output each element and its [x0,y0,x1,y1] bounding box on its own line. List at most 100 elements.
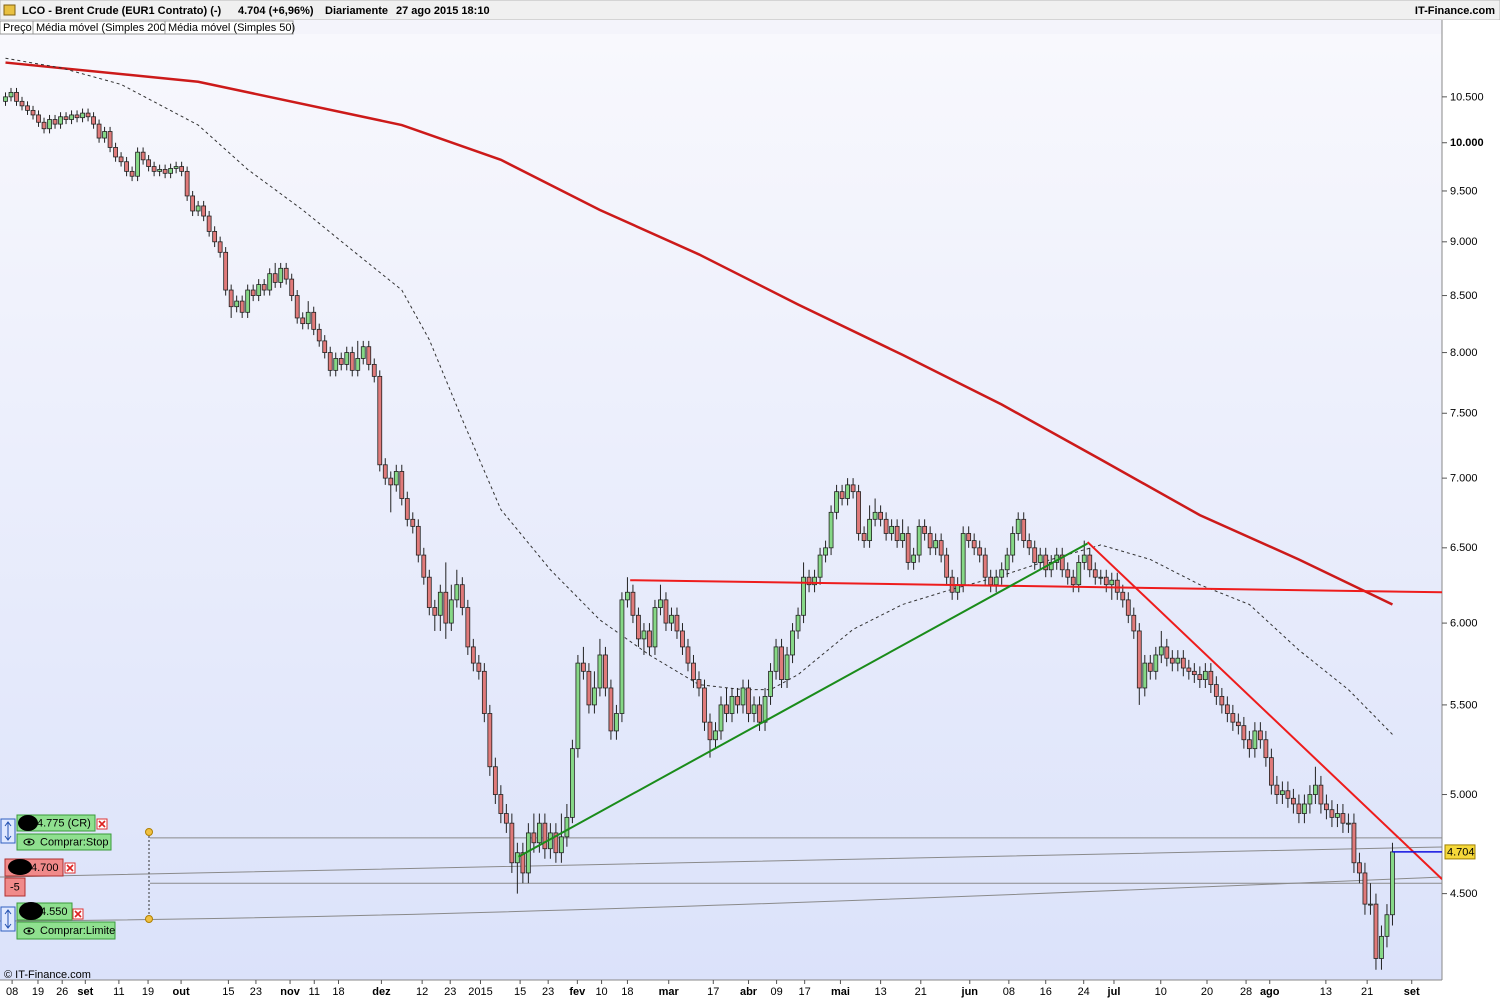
candle-body [773,646,779,672]
candle-body [322,340,328,353]
candle-body [256,284,262,296]
candle-body [1269,757,1274,786]
x-axis-area [0,980,1442,1000]
legend-tab[interactable] [164,20,294,35]
candle-body [366,346,372,365]
candle-body [151,166,157,172]
cancel-icon [66,864,74,872]
candle-body [410,518,416,527]
candle-body [1158,646,1164,656]
candle-body [1015,518,1021,534]
x-tick-label: 28 [1240,986,1252,998]
candle-body [190,195,196,212]
candle-body [1307,794,1313,805]
candle-body [448,599,454,624]
candle-body [1136,630,1142,689]
candle-body [652,607,658,648]
redaction [19,902,43,920]
x-tick-label: 17 [707,986,719,998]
candle-body [338,358,344,365]
y-tick-label: 7.000 [1450,473,1478,485]
candle-body [1362,872,1368,905]
instrument-title: LCO - Brent Crude (EUR1 Contrato) (-) [22,5,222,17]
x-tick-label: 23 [444,986,456,998]
x-tick-label: 08 [6,986,18,998]
legend-entry: Média móvel (Simples 200) [36,22,169,34]
order-price: 4.550 [40,906,68,918]
candle-body [454,584,460,601]
order-action-box[interactable] [16,921,116,940]
candle-body [294,295,300,319]
x-tick-label: abr [740,986,758,998]
x-tick-label: set [1404,986,1420,998]
order-anchor[interactable] [145,828,153,836]
candle-body [636,614,641,640]
candle-body [669,614,674,624]
candle-body [245,289,251,313]
candle-body [674,614,680,632]
candle-body [768,670,773,697]
x-tick-label: 21 [915,986,927,998]
candle-body [982,554,988,578]
x-tick-label: 18 [621,986,633,998]
candle-body [1037,554,1043,563]
candle-body [1335,813,1340,818]
candle-body [1346,822,1351,825]
candle-body [878,511,883,520]
x-tick-label: 18 [332,986,344,998]
candle-body [702,687,707,723]
candle-body [614,713,619,732]
x-tick-label: 13 [1320,986,1332,998]
y-tick-label: 4.500 [1450,888,1478,900]
candle-body [443,591,449,624]
candle-body [1153,654,1159,672]
candle-body [19,100,25,107]
x-tick-label: 10 [595,986,607,998]
candle-body [531,832,537,844]
candle-body [966,533,972,542]
candle-body [1246,739,1252,750]
candle-body [839,491,845,499]
candle-body [845,484,850,499]
candle-body [883,518,889,534]
order-anchor[interactable] [145,915,153,923]
x-tick-label: 12 [416,986,428,998]
candle-body [795,614,801,632]
x-tick-label: out [173,986,190,998]
candle-body [1384,914,1390,937]
candle-body [96,123,102,139]
candle-body [707,721,713,741]
candle-body [988,576,994,586]
y-tick-label: 5.000 [1450,789,1478,801]
candle-body [1296,803,1302,814]
candle-body [933,540,939,549]
order-action: Comprar:Stop [40,836,108,848]
candle-body [1313,784,1318,795]
eye-icon [27,929,31,933]
candle-body [1169,657,1175,664]
moving-average [5,61,1394,606]
candle-body [52,119,58,125]
candle-body [1142,662,1148,689]
candle-body [1390,851,1395,916]
candle-body [1379,935,1384,959]
candle-body [63,116,69,120]
order-widgets: 4.775 (CR) Comprar:Stop 4.700 -5 4.550 C… [0,814,153,940]
candle-body [1252,730,1258,750]
candle-body [30,109,36,116]
site-name: IT-Finance.com [1415,5,1495,17]
y-tick-label: 9.500 [1450,185,1478,197]
candle-body [113,147,118,158]
candle-body [922,525,928,534]
x-tick-label: 17 [799,986,811,998]
x-tick-label: dez [372,986,391,998]
candle-body [735,695,740,706]
candle-body [179,166,185,172]
candle-body [1324,803,1329,811]
legend-entry: Média móvel (Simples 50) [168,22,295,34]
order-action-box[interactable] [16,833,112,851]
candle-body [713,730,718,741]
candle-body [278,267,284,283]
candle-body [867,518,872,542]
